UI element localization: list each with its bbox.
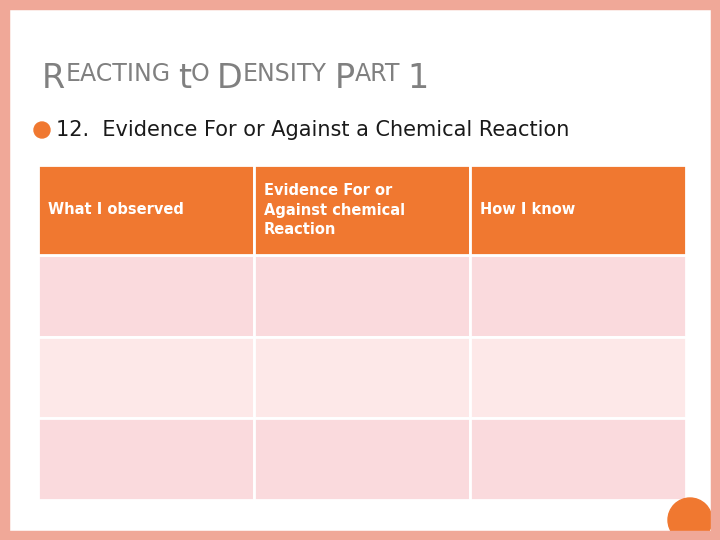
Text: What I observed: What I observed	[48, 202, 184, 218]
Bar	[38, 255, 254, 336]
Text: ENSITY: ENSITY	[243, 62, 327, 86]
Bar	[38, 165, 254, 255]
Text: O: O	[191, 62, 210, 86]
Text: EACTING: EACTING	[66, 62, 171, 86]
Text: Evidence For or
Against chemical
Reaction: Evidence For or Against chemical Reactio…	[264, 183, 405, 237]
Bar	[254, 255, 470, 336]
Text: 1: 1	[408, 62, 428, 95]
Text: 12.  Evidence For or Against a Chemical Reaction: 12. Evidence For or Against a Chemical R…	[56, 120, 570, 140]
Bar	[470, 255, 686, 336]
Bar	[254, 418, 470, 500]
Text: D: D	[217, 62, 243, 95]
Bar	[38, 336, 254, 418]
Bar	[254, 165, 470, 255]
Text: How I know: How I know	[480, 202, 575, 218]
Circle shape	[34, 122, 50, 138]
Bar	[470, 418, 686, 500]
Text: R: R	[42, 62, 66, 95]
Bar	[470, 336, 686, 418]
Bar	[38, 418, 254, 500]
Circle shape	[668, 498, 712, 540]
Bar	[470, 165, 686, 255]
Text: ART: ART	[354, 62, 400, 86]
Text: P: P	[334, 62, 354, 95]
Text: t: t	[178, 62, 191, 95]
Bar	[254, 336, 470, 418]
